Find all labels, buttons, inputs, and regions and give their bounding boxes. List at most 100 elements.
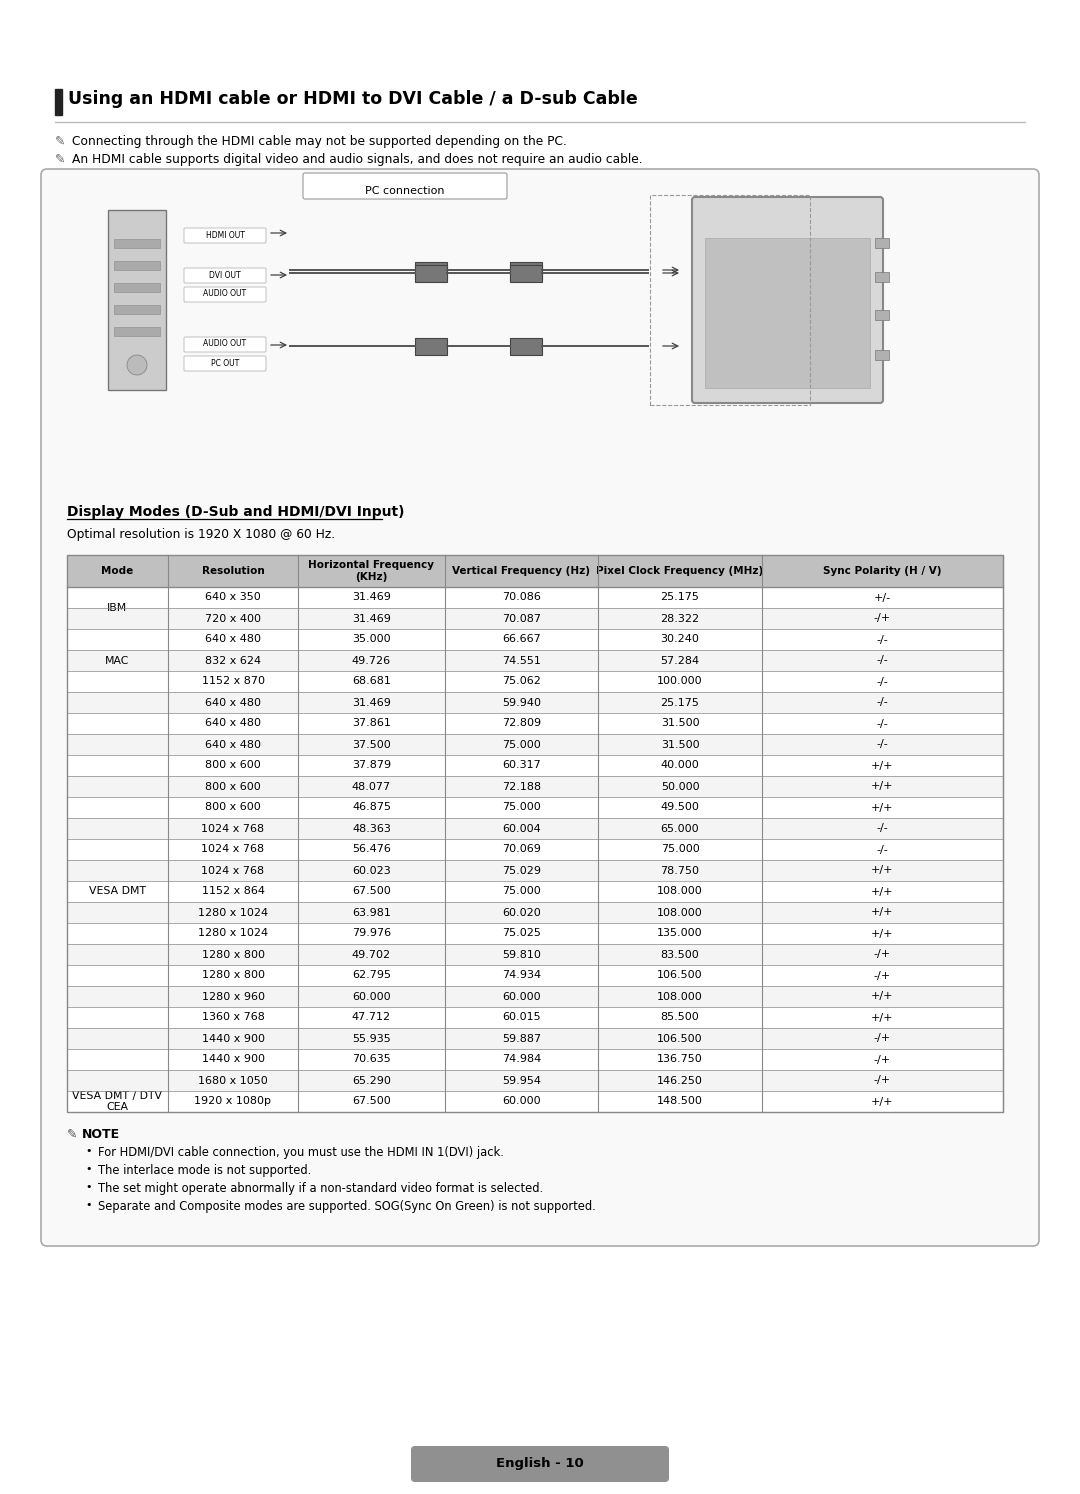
Text: 640 x 480: 640 x 480	[205, 698, 261, 708]
Text: 1680 x 1050: 1680 x 1050	[198, 1076, 268, 1086]
Text: 49.500: 49.500	[661, 802, 700, 813]
Text: +/+: +/+	[872, 760, 894, 771]
Text: 60.015: 60.015	[502, 1013, 541, 1022]
FancyBboxPatch shape	[184, 338, 266, 353]
Text: English - 10: English - 10	[496, 1458, 584, 1470]
Text: +/+: +/+	[872, 886, 894, 896]
Text: Connecting through the HDMI cable may not be supported depending on the PC.: Connecting through the HDMI cable may no…	[72, 134, 567, 148]
Bar	[114, 282, 160, 291]
Text: 1440 x 900: 1440 x 900	[202, 1034, 265, 1043]
Text: 85.500: 85.500	[661, 1013, 700, 1022]
Text: +/+: +/+	[872, 781, 894, 792]
Text: •: •	[85, 1146, 92, 1156]
Bar	[67, 554, 1003, 1112]
Text: 25.175: 25.175	[661, 698, 700, 708]
Text: Display Modes (D-Sub and HDMI/DVI Input): Display Modes (D-Sub and HDMI/DVI Input)	[67, 505, 405, 518]
Text: -/+: -/+	[874, 950, 891, 959]
Bar	[67, 1049, 1003, 1070]
FancyBboxPatch shape	[184, 229, 266, 244]
Text: 800 x 600: 800 x 600	[205, 802, 261, 813]
Text: -/-: -/-	[877, 656, 889, 665]
FancyBboxPatch shape	[41, 169, 1039, 1246]
Bar	[67, 587, 1003, 608]
Text: 75.000: 75.000	[502, 886, 541, 896]
Text: Pixel Clock Frequency (MHz): Pixel Clock Frequency (MHz)	[596, 566, 764, 577]
Text: -/-: -/-	[877, 635, 889, 644]
Text: 60.000: 60.000	[352, 992, 391, 1001]
Bar	[875, 350, 889, 360]
Text: 49.726: 49.726	[352, 656, 391, 665]
Text: 59.954: 59.954	[502, 1076, 541, 1086]
Text: ✎: ✎	[55, 134, 66, 148]
Text: 28.322: 28.322	[661, 614, 700, 623]
Bar	[67, 734, 1003, 754]
Text: 46.875: 46.875	[352, 802, 391, 813]
Bar	[67, 819, 1003, 840]
Text: 48.363: 48.363	[352, 823, 391, 834]
Text: 40.000: 40.000	[661, 760, 700, 771]
Text: 75.000: 75.000	[661, 844, 700, 855]
Text: 135.000: 135.000	[658, 928, 703, 938]
Text: -/-: -/-	[877, 844, 889, 855]
Bar	[67, 713, 1003, 734]
Bar	[67, 965, 1003, 986]
Text: 72.809: 72.809	[502, 719, 541, 729]
Bar	[67, 1028, 1003, 1049]
Text: 800 x 600: 800 x 600	[205, 760, 261, 771]
Bar	[114, 261, 160, 270]
Text: 1280 x 1024: 1280 x 1024	[198, 928, 268, 938]
FancyBboxPatch shape	[303, 173, 507, 199]
Bar	[67, 650, 1003, 671]
Text: Sync Polarity (H / V): Sync Polarity (H / V)	[823, 566, 942, 577]
Text: 68.681: 68.681	[352, 677, 391, 687]
Text: -/+: -/+	[874, 971, 891, 980]
Text: 67.500: 67.500	[352, 886, 391, 896]
Bar	[67, 796, 1003, 819]
Text: 25.175: 25.175	[661, 593, 700, 602]
FancyBboxPatch shape	[411, 1446, 669, 1482]
Bar	[114, 327, 160, 336]
Text: For HDMI/DVI cable connection, you must use the HDMI IN 1(DVI) jack.: For HDMI/DVI cable connection, you must …	[98, 1146, 504, 1159]
Text: The interlace mode is not supported.: The interlace mode is not supported.	[98, 1164, 311, 1177]
Bar	[67, 861, 1003, 881]
Text: An HDMI cable supports digital video and audio signals, and does not require an : An HDMI cable supports digital video and…	[72, 152, 643, 166]
Text: Mode: Mode	[102, 566, 134, 577]
Text: 31.500: 31.500	[661, 719, 700, 729]
Text: 74.984: 74.984	[502, 1055, 541, 1065]
Bar	[67, 881, 1003, 902]
Text: 50.000: 50.000	[661, 781, 700, 792]
Text: ✎: ✎	[67, 1128, 78, 1141]
Text: 1280 x 960: 1280 x 960	[202, 992, 265, 1001]
Text: 55.935: 55.935	[352, 1034, 391, 1043]
Text: 1024 x 768: 1024 x 768	[202, 823, 265, 834]
Text: 1280 x 800: 1280 x 800	[202, 971, 265, 980]
Bar	[510, 261, 542, 279]
Text: 1152 x 870: 1152 x 870	[202, 677, 265, 687]
Text: Using an HDMI cable or HDMI to DVI Cable / a D-sub Cable: Using an HDMI cable or HDMI to DVI Cable…	[68, 90, 638, 108]
Text: 70.069: 70.069	[502, 844, 541, 855]
Bar	[875, 309, 889, 320]
Text: VESA DMT: VESA DMT	[89, 886, 146, 896]
Circle shape	[127, 356, 147, 375]
Bar	[67, 629, 1003, 650]
Text: 100.000: 100.000	[658, 677, 703, 687]
Text: •: •	[85, 1164, 92, 1174]
Text: 63.981: 63.981	[352, 907, 391, 917]
Bar	[650, 196, 810, 405]
Bar	[114, 305, 160, 314]
Bar	[67, 1007, 1003, 1028]
Text: 60.317: 60.317	[502, 760, 541, 771]
Text: 1152 x 864: 1152 x 864	[202, 886, 265, 896]
FancyBboxPatch shape	[184, 267, 266, 282]
Text: •: •	[85, 1200, 92, 1210]
Text: +/+: +/+	[872, 865, 894, 875]
Text: NOTE: NOTE	[82, 1128, 120, 1141]
Text: -/-: -/-	[877, 823, 889, 834]
Text: Vertical Frequency (Hz): Vertical Frequency (Hz)	[453, 566, 591, 577]
Text: 49.702: 49.702	[352, 950, 391, 959]
Text: AUDIO OUT: AUDIO OUT	[203, 339, 246, 348]
Text: +/+: +/+	[872, 928, 894, 938]
Text: 65.000: 65.000	[661, 823, 700, 834]
Bar	[67, 986, 1003, 1007]
Text: 108.000: 108.000	[657, 886, 703, 896]
